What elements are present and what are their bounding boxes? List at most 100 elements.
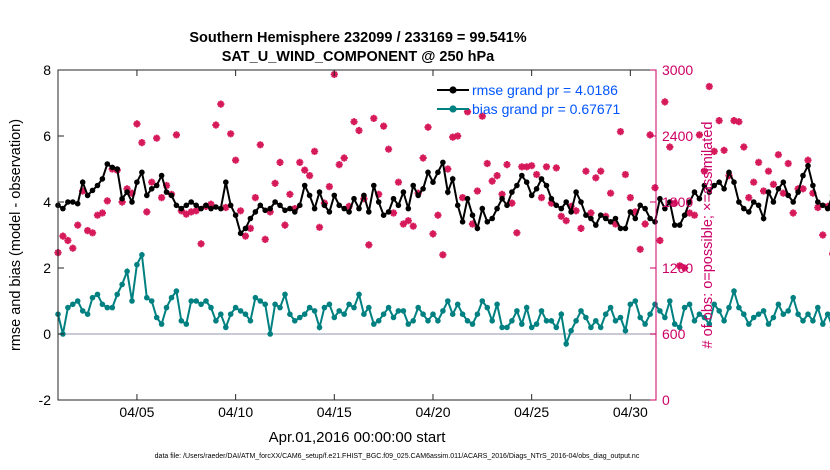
obs-count-marker [715, 117, 723, 125]
bias-point [109, 304, 116, 311]
rmse-point [99, 176, 106, 182]
obs-count-marker [809, 189, 817, 197]
bias-point [94, 291, 101, 298]
rmse-point [671, 222, 678, 228]
legend: rmse grand pr = 4.0186 bias grand pr = 0… [437, 82, 620, 117]
bias-point [523, 304, 530, 311]
bias-point [632, 298, 639, 304]
x-axis-label: Apr.01,2016 00:00:00 start [269, 429, 447, 446]
obs-count-marker [296, 158, 304, 166]
bias-point [765, 321, 772, 327]
rmse-point [647, 215, 653, 222]
y-tick-label-right: 3000 [662, 62, 693, 78]
x-tick-label: 04/30 [613, 404, 648, 420]
bias-point [213, 318, 219, 324]
rmse-point [356, 205, 362, 212]
obs-count-marker [458, 194, 467, 202]
rmse-point [667, 199, 673, 205]
obs-count-marker [212, 121, 220, 129]
bias-point [706, 321, 713, 327]
rmse-point [810, 182, 816, 189]
bias-point [824, 311, 830, 317]
bias-point [750, 314, 757, 321]
bias-point [696, 311, 703, 318]
obs-count-marker [325, 183, 333, 191]
obs-count-marker [582, 167, 590, 175]
bias-point [662, 314, 668, 321]
obs-count-marker [98, 209, 107, 217]
obs-count-marker [158, 194, 166, 202]
obs-count-marker [291, 205, 299, 213]
rmse-point [321, 202, 328, 209]
rmse-point [543, 182, 550, 189]
rmse-point [593, 222, 599, 228]
obs-count-marker [162, 181, 171, 190]
obs-count-marker [681, 264, 689, 272]
obs-count-marker [552, 164, 560, 172]
bias-point [469, 321, 476, 327]
rmse-point [588, 215, 594, 222]
rmse-point [297, 202, 303, 209]
bias-point [287, 311, 293, 318]
rmse-point [815, 199, 821, 205]
bias-point [237, 308, 244, 314]
rmse-point [400, 189, 407, 195]
bias-point [815, 304, 821, 311]
rmse-point [109, 164, 116, 171]
rmse-point [287, 205, 293, 212]
rmse-point [390, 195, 397, 202]
obs-count-marker [365, 241, 373, 249]
y-tick-label-left: 6 [43, 128, 51, 144]
rmse-point [607, 219, 614, 225]
bias-point [445, 298, 451, 304]
bias-point [262, 301, 269, 308]
bias-point [563, 341, 569, 347]
bias-point [173, 288, 180, 294]
rmse-point [612, 215, 619, 222]
y-tick-label-right: 600 [662, 326, 686, 342]
obs-count-marker [592, 174, 600, 182]
rmse-point [267, 205, 274, 212]
rmse-point [657, 195, 663, 202]
rmse-point [741, 205, 747, 212]
bias-point [573, 318, 579, 324]
bias-point [795, 311, 801, 318]
rmse-point [538, 176, 545, 182]
bias-point [494, 301, 500, 308]
bias-point [346, 301, 352, 308]
rmse-point [642, 205, 648, 212]
bias-point [785, 308, 791, 314]
bias-point [188, 298, 194, 304]
rmse-point [213, 204, 219, 210]
obs-count-marker [375, 190, 383, 198]
obs-count-marker [88, 229, 97, 237]
bias-point [420, 311, 426, 318]
rmse-point [242, 225, 249, 232]
obs-count-marker [819, 231, 827, 239]
bias-point [686, 301, 693, 308]
rmse-point [627, 209, 634, 215]
rmse-point [336, 202, 343, 209]
legend-bias-label: bias grand pr = 0.67671 [472, 101, 620, 117]
obs-count-marker [355, 126, 363, 135]
y-tick-label-left: 0 [43, 326, 51, 342]
obs-count-marker [256, 141, 264, 149]
obs-count-marker [384, 145, 393, 153]
obs-count-marker [710, 147, 718, 155]
rmse-point [736, 199, 742, 205]
bias-point [129, 298, 135, 304]
obs-count-marker [197, 240, 205, 248]
rmse-point [301, 182, 308, 189]
rmse-point [227, 202, 234, 209]
rmse-point [750, 199, 757, 205]
rmse-point [519, 172, 525, 179]
bias-point [79, 308, 86, 314]
bias-point [800, 318, 806, 324]
obs-count-marker [528, 162, 536, 170]
obs-count-marker [236, 207, 245, 215]
obs-count-marker [301, 166, 309, 174]
bias-point [84, 311, 91, 318]
bias-point [405, 321, 412, 327]
obs-count-marker [666, 143, 674, 151]
bias-point [449, 311, 456, 318]
